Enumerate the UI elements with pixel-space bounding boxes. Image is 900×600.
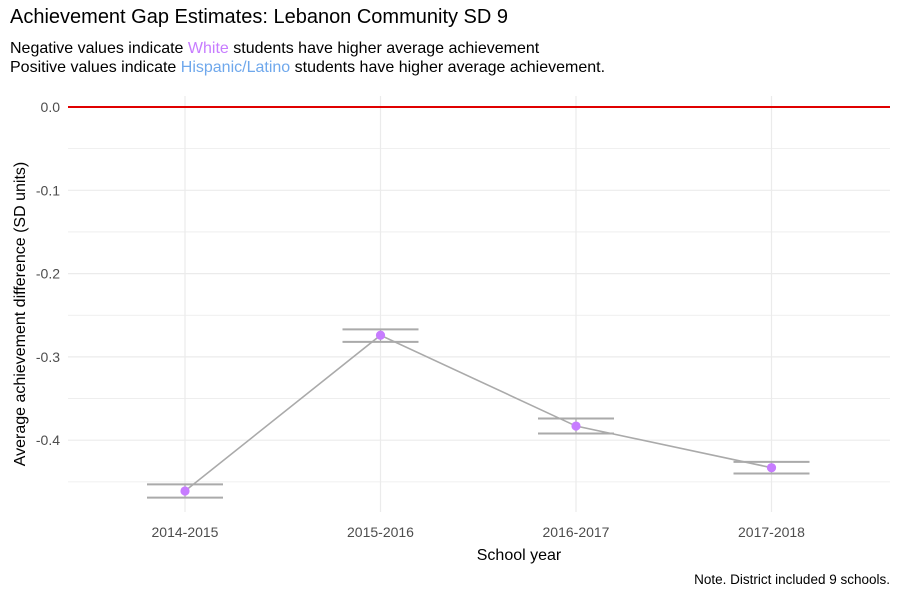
x-tick-label: 2017-2018	[738, 524, 805, 540]
y-tick-label: -0.3	[36, 349, 60, 365]
y-tick-label: -0.1	[36, 182, 60, 198]
white-group-label: White	[187, 40, 229, 57]
chart-subtitle-line1: Negative values indicate White students …	[10, 40, 540, 57]
data-point	[571, 421, 581, 431]
chart-note: Note. District included 9 schools.	[694, 572, 890, 587]
chart-title: Achievement Gap Estimates: Lebanon Commu…	[10, 6, 509, 28]
y-tick-label: 0.0	[41, 99, 61, 115]
hispanic-group-label: Hispanic/Latino	[180, 59, 291, 76]
x-axis-title: School year	[477, 547, 562, 564]
x-tick-label: 2015-2016	[347, 524, 414, 540]
data-point	[375, 330, 386, 340]
data-point	[180, 486, 190, 496]
y-tick-label: -0.4	[36, 432, 60, 448]
series-line	[184, 334, 772, 492]
y-tick-label: -0.2	[36, 266, 60, 282]
data-point	[766, 463, 777, 473]
y-axis-title: Average achievement difference (SD units…	[12, 162, 29, 466]
x-tick-label: 2014-2015	[152, 524, 219, 540]
chart-subtitle-line2: Positive values indicate Hispanic/Latino…	[10, 59, 606, 76]
x-tick-label: 2016-2017	[543, 524, 610, 540]
